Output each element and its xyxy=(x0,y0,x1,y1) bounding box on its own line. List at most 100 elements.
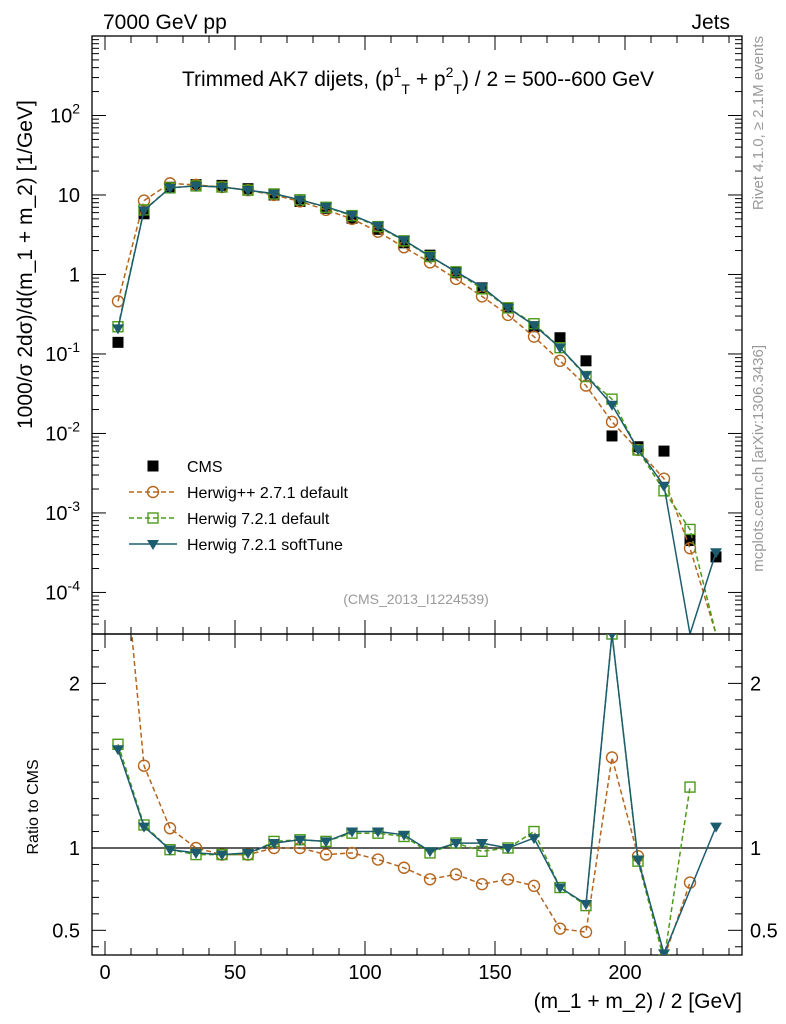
ratio-point xyxy=(319,848,333,861)
ratio-point xyxy=(684,781,696,793)
series-herwig-7-2-1-softtune xyxy=(112,181,722,635)
ratio-point xyxy=(450,839,462,850)
y-axis-label: 1000/σ 2dσ)/d(m_1 + m_2) [1/GeV] xyxy=(14,100,37,429)
ratio-point xyxy=(501,873,515,886)
data-point xyxy=(112,324,124,335)
y-tick-label-right: 0.5 xyxy=(750,920,778,942)
ratio-point xyxy=(658,949,670,955)
ratio-series-herwig-7-2-1-softtune xyxy=(112,634,722,955)
y-tick-label: 10-2 xyxy=(45,418,80,445)
data-point xyxy=(216,183,228,194)
ratio-line xyxy=(131,634,691,955)
data-point xyxy=(684,535,696,547)
data-point xyxy=(424,252,436,263)
ratio-point xyxy=(372,827,384,838)
ratio-point xyxy=(553,922,567,935)
ratio-point xyxy=(137,759,151,772)
data-point xyxy=(294,195,306,206)
ratio-point xyxy=(345,846,359,860)
ratio-point xyxy=(346,827,358,838)
legend-marker xyxy=(147,512,159,524)
series-cms xyxy=(112,179,722,563)
y-tick-label: 2 xyxy=(69,673,80,695)
ratio-point xyxy=(190,848,202,859)
data-point xyxy=(632,445,644,456)
ratio-point xyxy=(268,839,280,850)
data-point xyxy=(553,354,567,368)
data-point xyxy=(605,415,619,429)
series-herwig-7-2-1-default xyxy=(112,180,717,635)
data-point xyxy=(502,303,514,314)
ratio-point xyxy=(138,822,150,833)
legend-marker xyxy=(147,460,159,472)
data-point xyxy=(528,321,540,332)
ratio-point xyxy=(294,835,306,846)
series-line xyxy=(117,185,717,635)
y-tick-label: 10 xyxy=(58,185,80,207)
data-point xyxy=(710,548,722,559)
data-point xyxy=(138,206,150,217)
legend: CMS Herwig++ 2.7.1 default Herwig 7.2.1 de… xyxy=(129,459,349,554)
x-tick-label: 50 xyxy=(224,962,246,984)
rivet-version-label: Rivet 4.1.0, ≥ 2.1M events xyxy=(750,36,767,210)
legend-marker xyxy=(147,540,159,550)
data-point xyxy=(658,445,670,457)
data-point xyxy=(137,194,151,207)
ratio-point xyxy=(632,855,644,866)
y-tick-label: 10-4 xyxy=(45,577,80,604)
ratio-line xyxy=(117,634,717,955)
legend-entry: Herwig 7.2.1 default xyxy=(129,511,330,528)
legend-label: Herwig 7.2.1 default xyxy=(187,511,330,528)
ratio-point xyxy=(112,745,124,756)
legend-entry: Herwig++ 2.7.1 default xyxy=(129,485,349,502)
y-tick-label: 10-3 xyxy=(45,498,80,525)
ratio-point xyxy=(579,925,593,939)
ratio-point xyxy=(242,848,254,859)
legend-entry: Herwig 7.2.1 softTune xyxy=(129,537,343,554)
ratio-point xyxy=(605,751,619,764)
ratio-frame xyxy=(91,633,743,956)
data-point xyxy=(268,189,280,200)
legend-entry: CMS xyxy=(147,459,223,476)
data-point xyxy=(242,186,254,197)
y-tick-label-right: 1 xyxy=(750,838,761,860)
data-point xyxy=(658,481,670,492)
ratio-point xyxy=(164,845,176,856)
legend-label: CMS xyxy=(187,459,223,476)
chart-title: Trimmed AK7 dijets, (p1T + p2T) / 2 = 50… xyxy=(182,64,654,97)
ratio-point xyxy=(528,834,540,845)
legend-label: Herwig 7.2.1 softTune xyxy=(187,537,343,554)
data-point xyxy=(580,355,592,367)
ratio-point xyxy=(398,830,410,841)
data-point xyxy=(190,181,202,192)
ratio-point xyxy=(476,839,488,850)
x-axis-label: (m_1 + m_2) / 2 [GeV] xyxy=(534,990,742,1013)
data-point xyxy=(346,210,358,221)
ratio-point xyxy=(527,879,541,893)
ratio-point xyxy=(371,853,385,866)
ratio-point xyxy=(113,480,124,491)
legend-marker xyxy=(146,485,160,499)
ratio-point xyxy=(397,861,411,874)
ratio-point xyxy=(710,822,722,833)
data-point xyxy=(112,336,124,348)
x-tick-label: 0 xyxy=(99,962,110,984)
y-tick-label: 1 xyxy=(69,838,80,860)
ratio-point xyxy=(216,850,228,861)
ratio-point xyxy=(554,883,566,894)
data-point xyxy=(398,236,410,247)
ratio-point xyxy=(423,873,437,886)
y-tick-label: 0.5 xyxy=(52,920,80,942)
ratio-point xyxy=(449,868,463,881)
ratio-line xyxy=(117,634,691,955)
ratio-point xyxy=(608,634,616,640)
data-point xyxy=(450,267,462,278)
ratio-point xyxy=(320,837,332,848)
legend-label: Herwig++ 2.7.1 default xyxy=(187,485,349,502)
ratio-point xyxy=(475,878,489,891)
y-tick-label: 1 xyxy=(69,264,80,286)
ratio-y-axis-label: Ratio to CMS xyxy=(25,759,42,854)
data-point xyxy=(684,523,696,536)
analysis-tag: (CMS_2013_I1224539) xyxy=(343,591,489,607)
